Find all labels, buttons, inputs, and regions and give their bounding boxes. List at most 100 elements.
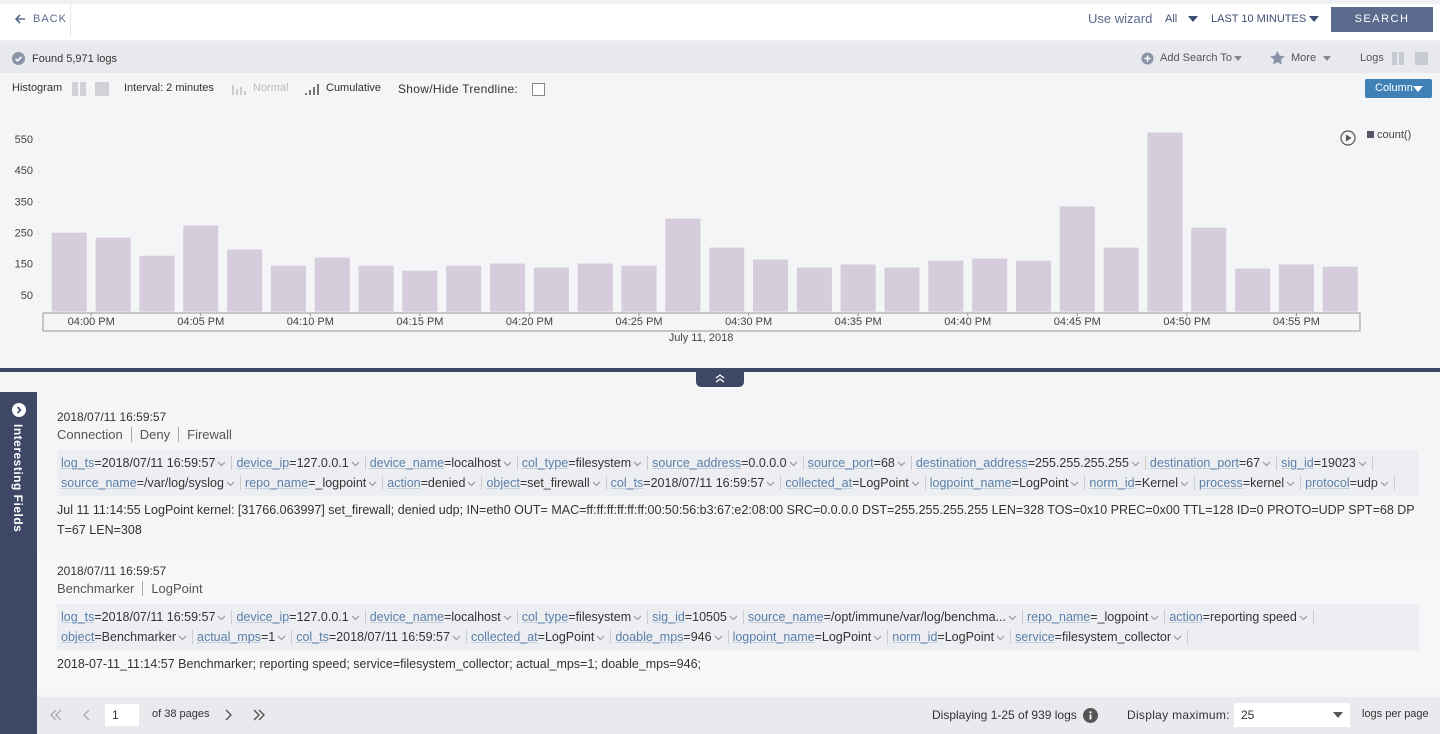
field-menu[interactable] <box>217 461 226 467</box>
field-value: =0.0.0.0 <box>741 456 787 470</box>
field-menu[interactable] <box>1180 481 1189 487</box>
info-icon[interactable] <box>1083 708 1098 723</box>
back-icon[interactable] <box>14 13 26 25</box>
use-wizard[interactable]: Use wizard <box>1088 11 1153 26</box>
field-menu[interactable] <box>226 481 235 487</box>
field-menu[interactable] <box>467 481 476 487</box>
field-menu[interactable] <box>1173 635 1182 641</box>
cumulative-option[interactable]: Cumulative <box>326 82 382 94</box>
view-toggle[interactable] <box>1392 52 1428 65</box>
field-menu[interactable] <box>897 461 906 467</box>
field[interactable]: doable_mps=946 <box>615 630 729 644</box>
search-button[interactable]: SEARCH <box>1331 7 1433 32</box>
field[interactable]: service=filesystem_collector <box>1015 630 1189 644</box>
field[interactable]: process=kernel <box>1199 476 1302 490</box>
add-search-to[interactable]: Add Search To <box>1160 52 1232 64</box>
next-last-buttons[interactable] <box>225 709 267 721</box>
field-menu[interactable] <box>596 635 605 641</box>
per-page-select[interactable]: 25 <box>1234 703 1350 727</box>
search-input[interactable] <box>70 4 1156 37</box>
field-menu[interactable] <box>351 461 360 467</box>
field-menu[interactable] <box>1286 481 1295 487</box>
field-menu[interactable] <box>729 615 738 621</box>
field[interactable]: source_name=/opt/immune/var/log/benchma.… <box>747 610 1024 624</box>
field-menu[interactable] <box>873 635 882 641</box>
field[interactable]: col_type=filesystem <box>521 610 649 624</box>
field[interactable]: object=Benchmarker <box>61 630 193 644</box>
field[interactable]: col_type=filesystem <box>521 456 649 470</box>
field[interactable]: log_ts=2018/07/11 16:59:57 <box>61 610 233 624</box>
field[interactable]: logpoint_name=LogPoint <box>929 476 1086 490</box>
field-menu[interactable] <box>996 635 1005 641</box>
field-menu[interactable] <box>277 635 286 641</box>
bar <box>490 263 526 312</box>
field[interactable]: norm_id=Kernel <box>1089 476 1196 490</box>
field[interactable]: protocol=udp <box>1305 476 1395 490</box>
field-menu[interactable] <box>178 635 187 641</box>
field[interactable]: object=set_firewall <box>486 476 607 490</box>
field[interactable]: source_port=68 <box>807 456 912 470</box>
field[interactable]: destination_address=255.255.255.255 <box>915 456 1146 470</box>
field-menu[interactable] <box>911 481 920 487</box>
page-input[interactable]: 1 <box>105 704 139 726</box>
field[interactable]: col_ts=2018/07/11 16:59:57 <box>610 476 782 490</box>
field-menu[interactable] <box>1150 615 1159 621</box>
field-menu[interactable] <box>1262 461 1271 467</box>
field-menu[interactable] <box>217 615 226 621</box>
play-button[interactable] <box>1340 130 1356 146</box>
field-menu[interactable] <box>1299 615 1308 621</box>
field-menu[interactable] <box>452 635 461 641</box>
time-range[interactable]: LAST 10 MINUTES <box>1211 13 1307 25</box>
field[interactable]: device_name=localhost <box>369 456 518 470</box>
field-value: =localhost <box>444 610 501 624</box>
more-menu[interactable]: More <box>1291 52 1317 64</box>
field[interactable]: action=reporting speed <box>1169 610 1314 624</box>
collapse-handle[interactable] <box>696 368 744 387</box>
field-menu[interactable] <box>714 635 723 641</box>
field-menu[interactable] <box>351 615 360 621</box>
sidebar-toggle[interactable] <box>12 403 26 417</box>
field[interactable]: destination_port=67 <box>1149 456 1278 470</box>
field-menu[interactable] <box>368 481 377 487</box>
histogram-toggle[interactable] <box>72 82 110 96</box>
field-menu[interactable] <box>1358 461 1367 467</box>
field[interactable]: collected_at=LogPoint <box>785 476 926 490</box>
field[interactable]: sig_id=10505 <box>652 610 744 624</box>
field[interactable]: sig_id=19023 <box>1281 456 1373 470</box>
trendline-checkbox[interactable] <box>532 83 545 96</box>
field-menu[interactable] <box>1070 481 1079 487</box>
field-value: =LogPoint <box>937 630 995 644</box>
field-menu[interactable] <box>1008 615 1017 621</box>
field-menu[interactable] <box>503 615 512 621</box>
normal-option[interactable]: Normal <box>253 82 289 94</box>
field[interactable]: actual_mps=1 <box>197 630 293 644</box>
scope-select[interactable]: All <box>1165 13 1178 25</box>
field[interactable]: source_address=0.0.0.0 <box>652 456 804 470</box>
field-menu[interactable] <box>789 461 798 467</box>
field-menu[interactable] <box>592 481 601 487</box>
field[interactable]: device_ip=127.0.0.1 <box>236 456 366 470</box>
field-key: repo_name <box>1027 610 1091 624</box>
field[interactable]: col_ts=2018/07/11 16:59:57 <box>296 630 467 644</box>
field[interactable]: action=denied <box>387 476 483 490</box>
field-menu[interactable] <box>633 461 642 467</box>
field[interactable]: device_name=localhost <box>369 610 518 624</box>
field[interactable]: repo_name=_logpoint <box>244 476 384 490</box>
first-prev-buttons[interactable] <box>50 709 110 721</box>
field[interactable]: repo_name=_logpoint <box>1027 610 1166 624</box>
column-button[interactable]: Column <box>1365 79 1432 98</box>
field[interactable]: collected_at=LogPoint <box>470 630 612 644</box>
back-button[interactable]: BACK <box>33 13 67 25</box>
interesting-fields[interactable]: Interesting Fields <box>11 424 25 533</box>
field[interactable]: source_name=/var/log/syslog <box>61 476 241 490</box>
field[interactable]: log_ts=2018/07/11 16:59:57 <box>61 456 233 470</box>
field-menu[interactable] <box>1380 481 1389 487</box>
field-menu[interactable] <box>633 615 642 621</box>
field-menu[interactable] <box>766 481 775 487</box>
field-menu[interactable] <box>503 461 512 467</box>
logs-view[interactable]: Logs <box>1360 52 1384 64</box>
field[interactable]: device_ip=127.0.0.1 <box>236 610 366 624</box>
field[interactable]: logpoint_name=LogPoint <box>732 630 889 644</box>
field-menu[interactable] <box>1131 461 1140 467</box>
field[interactable]: norm_id=LogPoint <box>892 630 1012 644</box>
